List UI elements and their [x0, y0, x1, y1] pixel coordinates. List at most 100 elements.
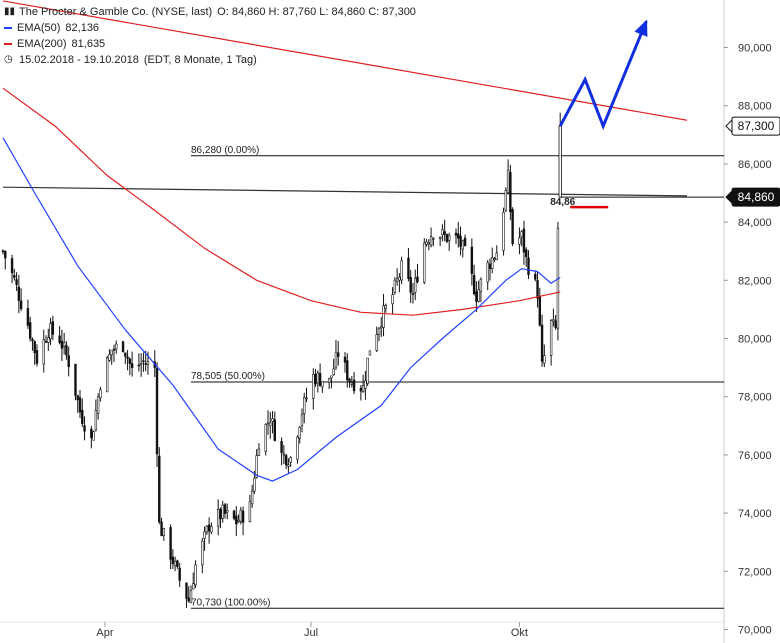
candle-body: [47, 337, 50, 343]
candle-body: [130, 363, 134, 368]
legend-range-detail: (EDT, 8 Monate, 1 Tag): [143, 54, 257, 66]
candle-body: [506, 169, 510, 193]
candle-body: [488, 263, 492, 270]
candle-body: [15, 279, 18, 285]
candle-body: [271, 418, 274, 422]
legend-range-row: ◷ 15.02.2018 - 19.10.2018 (EDT, 8 Monate…: [4, 52, 416, 68]
candle-body: [554, 320, 557, 328]
candle-body: [42, 339, 45, 365]
candle-body: [160, 521, 163, 537]
candle-body: [461, 240, 464, 250]
candle-body: [44, 340, 48, 343]
candle-body: [112, 348, 116, 351]
candle-body: [96, 396, 100, 414]
candle-body: [223, 504, 227, 514]
candle-body: [527, 257, 530, 275]
candle-body: [443, 231, 446, 235]
candle-body: [255, 455, 258, 478]
candle-body: [343, 356, 347, 363]
candle-body: [509, 172, 512, 213]
candle-body: [409, 277, 412, 293]
candle-body: [296, 436, 299, 460]
candle-body: [348, 378, 351, 383]
candle-body: [203, 531, 206, 539]
x-tick-label: Okt: [511, 627, 528, 639]
candle-body: [337, 352, 340, 357]
candle-body: [454, 232, 458, 236]
candle-body: [1, 250, 5, 253]
candle-body: [493, 258, 496, 261]
legend-ema50-row[interactable]: EMA(50) 82,136: [4, 20, 416, 36]
candle-body: [94, 410, 98, 430]
x-tick-label: Jul: [304, 627, 318, 639]
candle-body: [518, 237, 521, 245]
candle-body: [216, 509, 220, 527]
candle-body: [269, 422, 272, 427]
candle-body: [400, 260, 403, 281]
candle-body: [289, 457, 292, 463]
candle-body: [538, 296, 542, 326]
candle-body: [552, 319, 555, 322]
legend-ema200-value: 81,635: [71, 38, 106, 50]
candle-body: [4, 251, 7, 259]
candle-body: [298, 427, 301, 439]
fib-level-label: 70,730 (100.00%): [191, 597, 271, 608]
fib-level-label: 86,280 (0.00%): [191, 145, 259, 156]
candle-body: [429, 236, 433, 246]
candle-body: [520, 231, 523, 238]
candle-body: [189, 590, 193, 604]
candle-body: [350, 382, 354, 385]
candle-body: [92, 431, 95, 441]
candle-body: [427, 242, 431, 245]
y-tick-label: 86,000: [738, 159, 772, 171]
arrow-head-icon: [634, 19, 648, 37]
candle-body: [432, 238, 435, 240]
candle-body: [194, 564, 197, 586]
candle-body: [511, 209, 514, 245]
candle-body: [13, 275, 16, 278]
candle-body: [495, 252, 498, 261]
candle-body: [76, 395, 79, 401]
candle-body: [352, 379, 356, 392]
candle-body: [239, 509, 243, 522]
candle-body: [158, 455, 161, 523]
candle-body: [74, 363, 77, 396]
candle-body: [441, 229, 444, 235]
y-tick-label: 90,000: [738, 43, 772, 55]
gap-annotation-label: 84,86: [550, 197, 575, 208]
candle-body: [330, 375, 333, 379]
candle-body: [470, 246, 474, 274]
candle-body: [316, 372, 320, 384]
legend-ema200-row[interactable]: EMA(200) 81,635: [4, 36, 416, 52]
candle-body: [332, 368, 335, 375]
legend-title: The Procter & Gamble Co. (NYSE, last): [19, 6, 213, 18]
candle-body: [51, 321, 55, 335]
candle-body: [78, 397, 82, 413]
candle-body: [438, 237, 442, 239]
candle-body: [448, 234, 451, 241]
candle-body: [219, 508, 222, 520]
candle-body: [139, 363, 143, 366]
candle-body: [250, 490, 254, 505]
candle-body: [237, 519, 240, 523]
candle-body: [17, 286, 21, 301]
candle-body: [226, 510, 229, 513]
candle-body: [543, 355, 546, 364]
candle-body: [522, 228, 526, 253]
y-tick-label: 72,000: [738, 566, 772, 578]
legend-range: 15.02.2018 - 19.10.2018: [19, 54, 139, 66]
candle-body: [128, 358, 132, 364]
legend-ohlc: O: 84,860 H: 87,760 L: 84,860 C: 87,300: [217, 6, 416, 18]
candle-body: [90, 428, 93, 438]
legend-ema50-label: EMA(50): [17, 22, 61, 34]
candle-body: [525, 249, 528, 258]
legend-title-row: ▮▮ The Procter & Gamble Co. (NYSE, last)…: [4, 4, 416, 20]
candle-body: [346, 360, 349, 381]
candle-body: [502, 212, 505, 251]
candle-body: [192, 583, 195, 590]
candle-body: [31, 339, 34, 341]
candle-body: [169, 527, 172, 560]
candle-body: [398, 276, 401, 281]
candle-body: [459, 235, 462, 247]
